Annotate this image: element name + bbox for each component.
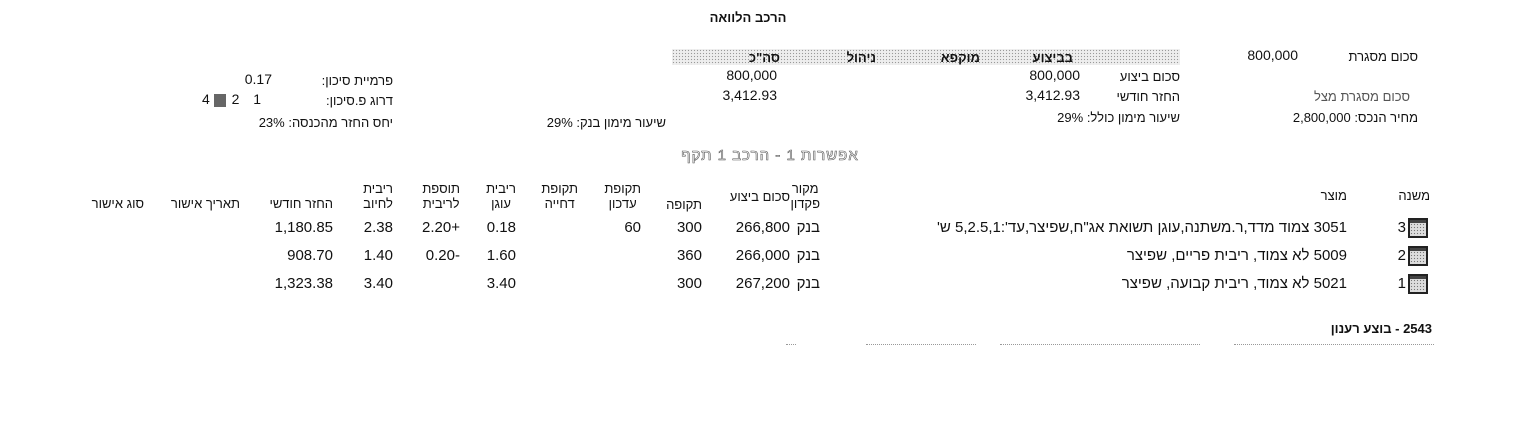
risk-rating-option[interactable]: 2 [231,91,240,107]
header-charged-rate: ריבית לחיוב [363,181,393,211]
row-update-period: 60 [624,219,641,236]
frame-amount-label: סכום מסגרת [1348,49,1418,64]
page-title: הרכב הלוואה [709,10,787,25]
monthly-payment-label: החזר חודשי [1116,89,1180,104]
row-deposit-source: בנק [796,247,820,264]
monthly-payment-in-execution: 3,412.93 [1025,87,1081,103]
row-exec-amount: 267,200 [735,275,790,292]
income-ratio: יחס החזר מהכנסה: 23% [258,115,393,130]
row-product: 5009 לא צמוד, ריבית פריים, שפיצר [1126,247,1347,264]
risk-premium-value: 0.17 [244,71,272,87]
row-exec-amount: 266,000 [735,247,790,264]
total-financing-rate: שיעור מימון כולל: 29% [1057,110,1180,125]
exec-amount-label: סכום ביצוע [1119,69,1180,84]
header-source: מקור פקדון [790,181,820,211]
property-price: מחיר הנכס: 2,800,000 [1292,110,1418,125]
row-select-icon[interactable] [1408,246,1428,266]
row-rate-addition: -0.20 [425,247,460,264]
header-approval-type: סוג אישור [91,196,144,211]
divider [1234,344,1434,346]
risk-rating-selector[interactable]: 4 2 1 [202,92,261,107]
divider [1000,344,1200,346]
header-term: תקופה [666,197,702,212]
row-select-icon[interactable] [1408,274,1428,294]
row-monthly-payment: 1,323.38 [274,275,333,292]
row-sub-number: 3 [1397,219,1406,236]
row-deposit-source: בנק [796,219,820,236]
row-exec-amount: 266,800 [735,219,790,236]
divider [866,344,976,346]
row-anchor-rate: 3.40 [486,275,516,292]
row-sub-number: 2 [1397,247,1406,264]
row-rate-addition: +2.20 [422,219,460,236]
row-anchor-rate: 0.18 [486,219,516,236]
bank-financing-rate: שיעור מימון בנק: 29% [546,115,666,130]
header-sub: משנה [1398,188,1430,203]
monthly-payment-total: 3,412.93 [722,87,778,103]
col-frozen: מוקפא [940,50,980,65]
row-product: 5021 לא צמוד, ריבית קבועה, שפיצר [1121,275,1347,292]
shadow-frame-label: סכום מסגרת מצל [1313,89,1410,104]
row-product: 3051 צמוד מדד,ר.משתנה,עוגן תשואת אג"ח,שפ… [937,219,1347,236]
header-approval-date: תאריך אישור [170,196,240,211]
row-select-icon[interactable] [1408,218,1428,238]
header-monthly-payment: החזר חודשי [269,196,333,211]
col-in-execution: בביצוע [1032,50,1073,65]
row-charged-rate: 2.38 [363,219,393,236]
header-rate-addition: תוספת לריבית [422,181,460,211]
exec-amount-total: 800,000 [726,67,777,83]
row-deposit-source: בנק [796,275,820,292]
risk-rating-label: דרוג פ.סיכון: [325,93,393,108]
row-charged-rate: 3.40 [363,275,393,292]
col-management: ניהול [846,50,876,65]
col-total: סה"כ [748,50,780,65]
risk-premium-label: פרמיית סיכון: [321,73,393,88]
exec-amount-in-execution: 800,000 [1029,67,1080,83]
header-update-period: תקופת עדכון [604,181,641,211]
row-monthly-payment: 908.70 [287,247,333,264]
row-term: 300 [676,219,702,236]
frame-amount-value: 800,000 [1247,47,1298,63]
row-term: 300 [676,275,702,292]
header-deferral-period: תקופת דחייה [541,181,578,211]
header-anchor-rate: ריבית עוגן [486,181,516,211]
row-anchor-rate: 1.60 [486,247,516,264]
row-charged-rate: 1.40 [363,247,393,264]
row-term: 360 [676,247,702,264]
status-header-bar [672,49,1180,65]
row-sub-number: 1 [1397,275,1406,292]
footer-status: 2543 - בוצע רענון [1330,321,1432,336]
divider [786,344,796,346]
option-title: אפשרות 1 - הרכב 1 תקף [681,147,859,164]
row-monthly-payment: 1,180.85 [274,219,333,236]
risk-rating-option[interactable]: 1 [253,91,262,107]
header-product: מוצר [1320,188,1347,203]
risk-rating-option[interactable]: 4 [202,91,210,107]
risk-rating-option-selected[interactable] [213,93,226,107]
header-amount: סכום ביצוע [729,189,790,204]
